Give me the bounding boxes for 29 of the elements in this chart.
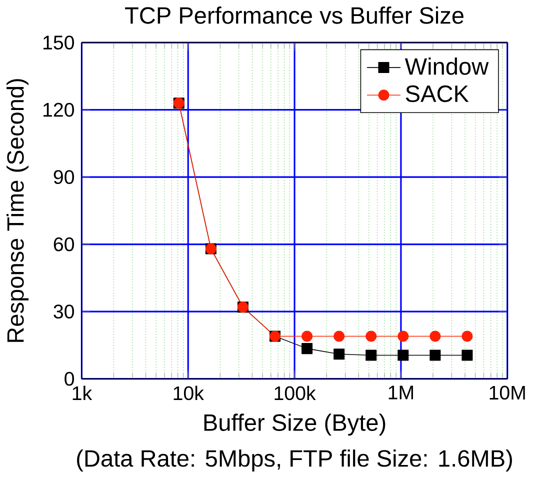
point (334, 348, 345, 360)
y-tick-label: 60 (54, 237, 74, 252)
point (302, 330, 313, 342)
x-tick-label: 10M (490, 386, 525, 400)
point (366, 350, 377, 361)
y-tick-label: 120 (44, 102, 74, 117)
point (398, 330, 409, 342)
x-tick-label: 1M (388, 386, 413, 400)
y-tick-label: 90 (54, 170, 74, 184)
point (366, 330, 377, 342)
y-axis-title: Response Time (Second) (6, 79, 29, 342)
point (430, 350, 441, 361)
text: (Data Rate: 5Mbps, FTP file Size: 1.6MB) (77, 450, 512, 472)
point (302, 343, 313, 354)
legend-label: Window (404, 58, 489, 75)
chart-title: TCP Performance vs Buffer Size (125, 6, 464, 24)
point (334, 330, 345, 342)
point (462, 350, 473, 361)
y-tick-label: 30 (54, 304, 74, 319)
legend-label: SACK (406, 85, 469, 102)
x-axis-title: Buffer Size (Byte) (204, 414, 386, 436)
x-tick-label: 1k (72, 386, 92, 400)
y-tick-label: 0 (64, 372, 74, 386)
point (430, 330, 441, 342)
y-tick-label: 150 (44, 36, 74, 50)
x-tick-label: 100k (274, 386, 316, 400)
point (398, 350, 409, 361)
point (462, 330, 473, 342)
x-tick-label: 10k (174, 386, 204, 400)
